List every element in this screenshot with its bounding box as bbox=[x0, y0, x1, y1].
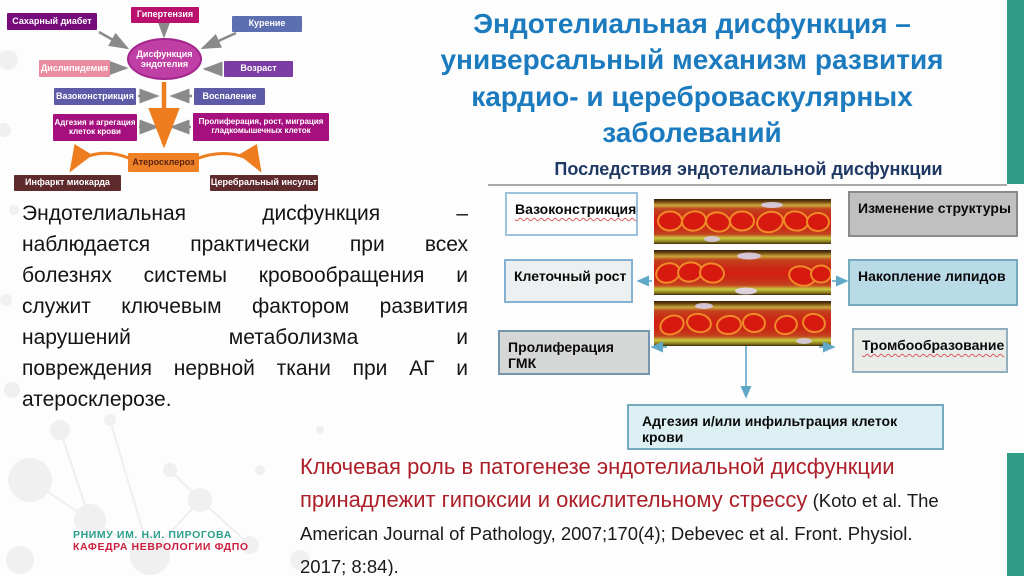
paragraph-line: нарушений метаболизма и bbox=[22, 326, 468, 349]
paragraph-line: наблюдается практически при всех bbox=[22, 233, 468, 256]
consequence-box-lipid-accumulation: Накопление липидов bbox=[848, 259, 1018, 306]
consequence-box-thrombosis: Тромбообразование bbox=[852, 328, 1008, 373]
consequence-label: Тромбообразование bbox=[862, 337, 1005, 353]
citation-text: American Journal of Pathology, 2007;170(… bbox=[300, 523, 913, 544]
paragraph-line: атеросклерозе. bbox=[22, 388, 172, 411]
consequence-label: Адгезия и/или инфильтрация клеток крови bbox=[642, 413, 898, 445]
key-statement: Ключевая роль в патогенезе эндотелиально… bbox=[300, 452, 1016, 576]
consequence-label: Клеточный рост bbox=[514, 268, 627, 284]
factor-box-hypertension: Гипертензия bbox=[131, 7, 199, 23]
body-paragraph: Эндотелиальная дисфункция – наблюдается … bbox=[22, 198, 468, 415]
factor-box-proliferation: Пролиферация, рост, миграция гладкомышеч… bbox=[193, 113, 329, 141]
factor-box-diabetes: Сахарный диабет bbox=[7, 13, 97, 30]
pathogenesis-diagram: Сахарный диабет Гипертензия Курение Дисл… bbox=[0, 0, 440, 200]
factor-box-vasoconstriction: Вазоконстрикция bbox=[54, 88, 136, 105]
factor-box-age: Возраст bbox=[224, 61, 293, 77]
paragraph-line: повреждения нервной ткани при АГ и bbox=[22, 357, 468, 380]
citation-text: (Koto et al. The bbox=[807, 490, 939, 511]
heading-underline bbox=[488, 184, 1007, 186]
citation-text: 2017; 8:84). bbox=[300, 556, 399, 576]
outcome-box-cerebral-stroke: Церебральный инсульт bbox=[210, 175, 318, 191]
key-statement-red-text: принадлежит гипоксии и окислительному ст… bbox=[300, 487, 808, 512]
consequence-label: Накопление липидов bbox=[858, 268, 1006, 284]
accent-bar-bottom bbox=[1007, 453, 1024, 576]
consequence-box-adhesion-infiltration: Адгезия и/или инфильтрация клеток крови bbox=[627, 404, 944, 450]
university-name: РНИМУ ИМ. Н.И. ПИРОГОВА bbox=[73, 529, 232, 541]
key-statement-line: American Journal of Pathology, 2007;170(… bbox=[300, 518, 1016, 551]
consequence-label: Пролиферация ГМК bbox=[508, 339, 614, 371]
consequence-box-vasoconstriction: Вазоконстрикция bbox=[505, 192, 638, 236]
pathway-arrows bbox=[69, 18, 262, 173]
factor-box-inflammation: Воспаление bbox=[194, 88, 265, 105]
consequence-label: Вазоконстрикция bbox=[515, 201, 637, 217]
consequence-label: Изменение структуры bbox=[858, 200, 1011, 216]
consequence-box-smc-proliferation: Пролиферация ГМК bbox=[498, 330, 650, 375]
consequence-box-structure-change: Изменение структуры bbox=[848, 191, 1018, 237]
key-statement-line: Ключевая роль в патогенезе эндотелиально… bbox=[300, 452, 1016, 485]
consequence-box-cell-growth: Клеточный рост bbox=[504, 259, 633, 303]
key-statement-line: принадлежит гипоксии и окислительному ст… bbox=[300, 485, 1016, 518]
accent-bar-top bbox=[1007, 0, 1024, 184]
university-logo-text: РНИМУ ИМ. Н.И. ПИРОГОВА КАФЕДРА НЕВРОЛОГ… bbox=[73, 529, 249, 553]
outcome-box-myocardial-infarction: Инфаркт миокарда bbox=[14, 175, 121, 191]
department-name: КАФЕДРА НЕВРОЛОГИИ ФДПО bbox=[73, 541, 249, 553]
outcome-box-atherosclerosis: Атеросклероз bbox=[128, 153, 199, 172]
factor-box-adhesion: Адгезия и агрегация клеток крови bbox=[53, 114, 137, 141]
paragraph-line: служит ключевым фактором развития bbox=[22, 295, 468, 318]
paragraph-line: болезнях системы кровообращения и bbox=[22, 264, 468, 287]
center-ellipse-endothelial-dysfunction: Дисфункция эндотелия bbox=[127, 38, 202, 80]
vessel-micrograph-illustration bbox=[654, 199, 831, 346]
key-statement-red-text: Ключевая роль в патогенезе эндотелиально… bbox=[300, 454, 895, 479]
key-statement-line: 2017; 8:84). bbox=[300, 551, 1016, 576]
factor-box-smoking: Курение bbox=[232, 16, 302, 32]
consequences-heading: Последствия эндотелиальной дисфункции bbox=[554, 159, 943, 179]
slide-title: Эндотелиальная дисфункция – универсальны… bbox=[440, 8, 944, 149]
factor-box-dyslipidemia: Дислипидемия bbox=[39, 60, 110, 77]
paragraph-line: Эндотелиальная дисфункция – bbox=[22, 202, 468, 225]
